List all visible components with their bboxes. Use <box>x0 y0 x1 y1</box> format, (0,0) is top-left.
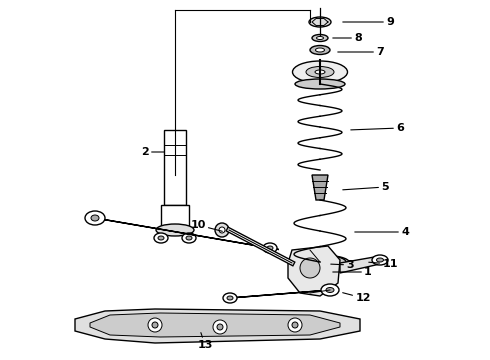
Ellipse shape <box>223 293 237 303</box>
Text: 8: 8 <box>333 33 362 43</box>
Text: 10: 10 <box>190 220 222 231</box>
Text: 2: 2 <box>141 147 164 157</box>
Circle shape <box>152 322 158 328</box>
Ellipse shape <box>295 79 345 89</box>
Ellipse shape <box>316 48 324 52</box>
Ellipse shape <box>227 296 233 300</box>
Polygon shape <box>90 313 340 337</box>
Ellipse shape <box>267 246 273 250</box>
Polygon shape <box>312 175 328 200</box>
Circle shape <box>148 318 162 332</box>
Circle shape <box>215 223 229 237</box>
Bar <box>161 205 189 230</box>
Ellipse shape <box>301 258 339 266</box>
Polygon shape <box>223 289 337 298</box>
Ellipse shape <box>91 215 99 221</box>
Text: 3: 3 <box>331 260 354 270</box>
Text: 6: 6 <box>351 123 404 133</box>
Bar <box>164 130 186 205</box>
Ellipse shape <box>186 236 192 240</box>
Text: 13: 13 <box>197 333 213 350</box>
Ellipse shape <box>306 259 334 265</box>
Text: 9: 9 <box>343 17 394 27</box>
Circle shape <box>213 320 227 334</box>
Polygon shape <box>340 256 380 273</box>
Ellipse shape <box>372 255 388 265</box>
Ellipse shape <box>293 61 347 83</box>
Circle shape <box>300 258 320 278</box>
Ellipse shape <box>156 224 194 236</box>
Text: 5: 5 <box>343 182 389 192</box>
Text: 7: 7 <box>338 47 384 57</box>
Polygon shape <box>75 309 360 343</box>
Ellipse shape <box>294 255 346 269</box>
Circle shape <box>288 318 302 332</box>
Ellipse shape <box>312 35 328 41</box>
Ellipse shape <box>317 36 323 40</box>
Ellipse shape <box>154 233 168 243</box>
Ellipse shape <box>321 284 339 296</box>
Text: 11: 11 <box>369 259 398 269</box>
Text: 1: 1 <box>333 267 372 277</box>
Ellipse shape <box>158 236 164 240</box>
Ellipse shape <box>310 45 330 54</box>
Ellipse shape <box>182 233 196 243</box>
Circle shape <box>217 324 223 330</box>
Ellipse shape <box>263 243 277 253</box>
Ellipse shape <box>376 258 384 262</box>
Polygon shape <box>288 246 340 296</box>
Ellipse shape <box>326 288 334 292</box>
Circle shape <box>292 322 298 328</box>
Ellipse shape <box>309 17 331 27</box>
Ellipse shape <box>85 211 105 225</box>
Text: 12: 12 <box>343 293 371 303</box>
Polygon shape <box>86 216 279 249</box>
Circle shape <box>219 227 225 233</box>
Text: 4: 4 <box>355 227 409 237</box>
Ellipse shape <box>315 70 325 74</box>
Ellipse shape <box>306 67 334 77</box>
Ellipse shape <box>291 255 349 269</box>
